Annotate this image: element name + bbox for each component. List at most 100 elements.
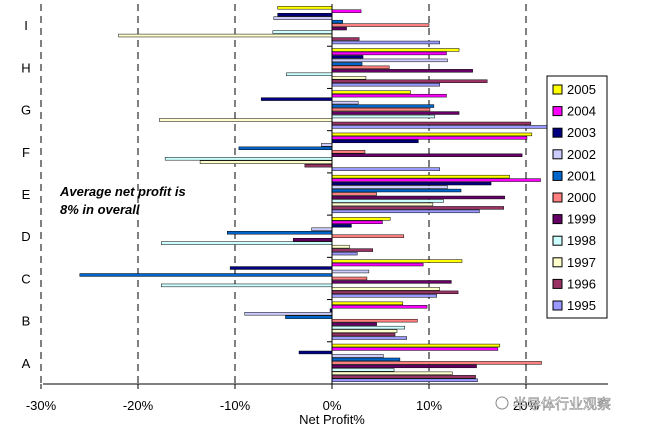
annotation-line-2: 8% in overall (60, 202, 140, 217)
x-tick-label: -30% (26, 398, 57, 413)
bar-D-1997 (331, 244, 350, 249)
category-labels: A B C D E F G H I (21, 18, 31, 371)
bar-B-1999 (331, 322, 377, 326)
legend-label-2005: 2005 (567, 82, 596, 97)
legend-label-2004: 2004 (567, 104, 596, 119)
bar-C-2005 (331, 259, 463, 263)
legend-swatch-1997 (552, 257, 563, 268)
bar-F-1999 (331, 153, 523, 157)
bar-G-1998 (331, 114, 436, 119)
bar-F-2005 (331, 132, 533, 137)
bar-I-1997 (118, 33, 333, 38)
legend-label-1997: 1997 (567, 255, 596, 270)
bar-H-2002 (331, 58, 448, 63)
bar-D-2002 (311, 227, 333, 231)
bar-H-1999 (331, 69, 473, 73)
bar-H-2005 (331, 48, 460, 52)
bar-I-1999 (331, 26, 347, 31)
bar-D-2004 (331, 220, 383, 225)
legend-label-2003: 2003 (567, 125, 596, 140)
bar-B-2005 (331, 301, 404, 305)
watermark-icon (495, 396, 509, 410)
bar-H-2004 (331, 51, 447, 56)
bar-G-1995 (331, 125, 548, 129)
bar-C-1996 (331, 290, 459, 295)
bar-C-1998 (161, 283, 333, 288)
bar-A-1999 (331, 364, 477, 369)
bar-E-2001 (331, 188, 462, 193)
bar-B-1997 (331, 329, 398, 333)
bar-I-2004 (331, 9, 362, 13)
bar-B-2000 (331, 318, 418, 323)
bar-C-1999 (331, 280, 452, 284)
annotation: Average net profit is 8% in overall (59, 184, 186, 217)
bar-I-2002 (273, 16, 333, 20)
bar-D-1998 (161, 241, 333, 245)
bar-G-2003 (260, 97, 333, 101)
axes (40, 4, 608, 389)
bar-G-2001 (331, 104, 435, 108)
bar-E-1996 (331, 206, 504, 210)
bar-A-2003 (298, 350, 333, 355)
bar-C-2002 (331, 269, 370, 274)
bar-C-1997 (331, 287, 440, 291)
bar-F-2003 (331, 139, 419, 144)
bar-E-2002 (331, 185, 448, 189)
bar-A-1998 (331, 368, 395, 372)
bar-H-1998 (286, 72, 333, 76)
bar-H-2000 (331, 65, 390, 70)
legend-label-1996: 1996 (567, 276, 596, 291)
legend-swatch-2001 (552, 170, 563, 181)
bar-A-1995 (331, 378, 478, 382)
bar-I-2003 (277, 12, 333, 17)
legend-swatch-2000 (552, 192, 563, 203)
category-label-G: G (21, 103, 31, 118)
bar-H-1997 (331, 76, 367, 80)
bar-B-2001 (285, 315, 333, 319)
bar-D-1996 (331, 248, 373, 252)
bar-E-2003 (331, 181, 492, 186)
bars (79, 6, 548, 382)
x-tick-label: -10% (220, 398, 251, 413)
bar-G-2002 (331, 100, 359, 105)
bar-G-1999 (331, 111, 460, 115)
gridlines (40, 4, 527, 384)
legend-swatch-2005 (552, 84, 563, 95)
watermark: 半导体行业观察 (495, 396, 611, 413)
bar-C-2001 (79, 273, 333, 277)
bar-I-2005 (277, 6, 333, 10)
bar-E-1995 (331, 209, 480, 214)
bar-C-2004 (331, 262, 424, 267)
category-label-I: I (24, 18, 28, 33)
bar-E-1999 (331, 195, 505, 200)
bar-H-2001 (331, 62, 363, 66)
bar-F-2001 (238, 146, 333, 150)
bar-E-1997 (331, 202, 434, 207)
bar-I-2000 (331, 23, 430, 27)
bar-H-1995 (331, 83, 440, 87)
legend-swatch-1999 (552, 214, 563, 225)
bar-I-1998 (272, 30, 333, 34)
bar-D-2005 (331, 217, 391, 221)
bar-G-1997 (159, 118, 333, 122)
bar-G-2000 (331, 107, 431, 112)
legend-swatch-1996 (552, 278, 563, 289)
watermark-text: 半导体行业观察 (513, 396, 611, 413)
bar-A-2004 (331, 347, 499, 351)
bar-E-1998 (331, 199, 444, 203)
bar-G-1996 (331, 121, 532, 126)
bar-B-1998 (331, 325, 405, 330)
bar-F-2004 (331, 136, 528, 140)
category-label-H: H (21, 60, 30, 75)
bar-F-2000 (331, 150, 366, 154)
legend-label-1995: 1995 (567, 298, 596, 313)
category-label-C: C (21, 271, 30, 286)
bar-I-2001 (331, 19, 343, 24)
bar-F-1995 (331, 167, 440, 171)
bar-B-1996 (331, 332, 396, 337)
legend-label-2000: 2000 (567, 190, 596, 205)
bar-A-2005 (331, 343, 501, 348)
category-label-E: E (22, 187, 31, 202)
bar-D-2000 (331, 234, 405, 238)
